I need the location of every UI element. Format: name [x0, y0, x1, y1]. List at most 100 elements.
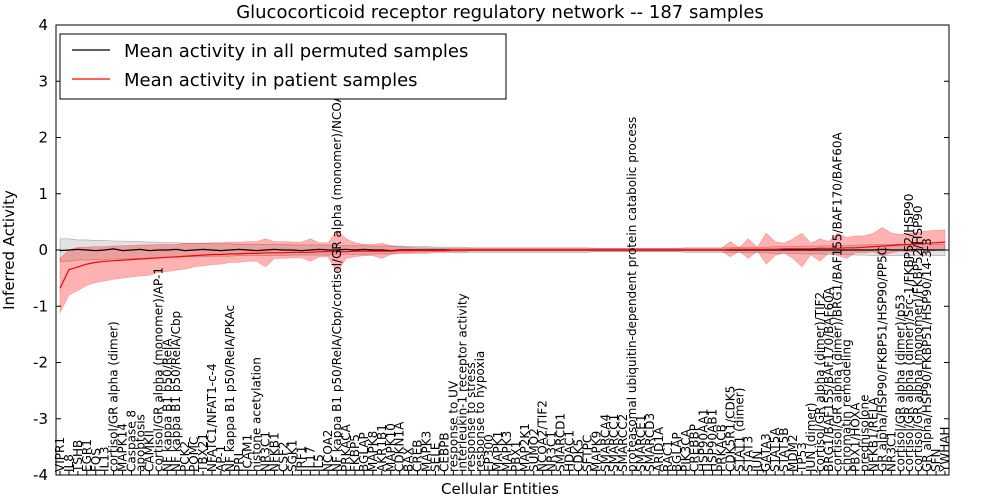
- x-tick-label: response to UV: [446, 380, 460, 472]
- x-tick-label: cortisol/GR alpha (dimer)/BRG1/BAF155/BA…: [831, 131, 845, 472]
- x-tick-label: NF kappa B1 p50/RelA/Cbp: [169, 311, 183, 472]
- series-lines: [59, 241, 946, 289]
- x-tick-label: NCOA2/TIF2: [536, 400, 550, 472]
- y-tick-label: -2: [33, 354, 48, 372]
- x-tick-label: NR3C1: [884, 431, 898, 472]
- x-tick-label: AP-1: [214, 445, 228, 472]
- x-tick-label: apoptosis: [134, 414, 148, 472]
- x-tick-label: TP53: [795, 442, 809, 473]
- x-tick-label: NFKB1/RELA: [867, 396, 881, 472]
- x-tick-label: SMARCD1: [554, 413, 568, 472]
- x-tick-label: MAPK3: [500, 431, 514, 472]
- x-tick-label: PBX1/HOXA: [849, 402, 863, 472]
- x-tick-label: NFKB1: [268, 432, 282, 472]
- x-tick-label: interleukin-1 receptor activity: [455, 293, 469, 472]
- x-tick-label: IL17: [303, 447, 317, 473]
- x-tick-label: PBX1: [509, 441, 523, 472]
- x-tick-label: prednisolone: [858, 395, 872, 472]
- x-tick-label: cortisol/GR alpha (dimer)/p53: [893, 294, 907, 472]
- x-tick-label: HSP90AA1: [697, 408, 711, 472]
- x-tick-label: TSHB: [71, 440, 85, 473]
- x-tick-label: histone acetylation: [250, 357, 264, 472]
- x-tick-label: MAPK14: [116, 423, 130, 472]
- x-tick-label: SGK1: [285, 440, 299, 472]
- x-tick-label: CREBBP: [688, 424, 702, 472]
- x-tick-label: POMC: [187, 437, 201, 472]
- x-tick-label: MAPK10: [384, 423, 398, 472]
- x-tick-label: CDKN1A: [393, 421, 407, 472]
- y-tick-label: -4: [33, 466, 48, 484]
- x-tick-label: SMARCC2: [616, 414, 630, 472]
- x-tick-label: IL13: [98, 447, 112, 473]
- x-tick-label: SMARCE1: [634, 414, 648, 472]
- x-tick-label: NCOA2: [321, 430, 335, 472]
- x-tick-label: CEBPB: [437, 432, 451, 472]
- x-tick-label: STAT3: [741, 436, 755, 472]
- x-tick-label: ICAM1: [241, 434, 255, 472]
- x-tick-label: MAP2K1: [518, 423, 532, 472]
- x-tick-label: CREB: [411, 439, 425, 472]
- x-tick-label: Caspase 8: [125, 410, 139, 472]
- x-tick-label: FOS: [89, 448, 103, 472]
- x-tick-label: SMARCA4: [598, 414, 612, 472]
- y-axis-label: Inferred Activity: [0, 190, 18, 310]
- x-tick-label: NF kappa B1 p50/RelA/PKAc: [223, 305, 237, 472]
- x-tick-label: MAPK1: [491, 431, 505, 472]
- y-tick-label: 2: [38, 129, 48, 147]
- x-tick-label: MAPK8: [366, 431, 380, 472]
- x-tick-label: JUN: [750, 451, 764, 473]
- x-tick-label: SUMO2: [527, 428, 541, 472]
- x-tick-label: response to stress: [464, 362, 478, 472]
- x-tick-label: proteasomal ubiquitin-dependent protein …: [625, 117, 639, 472]
- x-tick-label: YWHAH: [938, 427, 952, 473]
- x-tick-label: AKR1B1: [375, 424, 389, 472]
- x-tick-label: FKBP5: [348, 434, 362, 472]
- y-axis-ticks: -4 -3 -2 -1 0 1 2 3 4: [33, 16, 949, 484]
- x-tick-label: NFATC1/NFAT1-c-4: [205, 363, 219, 472]
- x-tick-label: MDM2: [786, 434, 800, 472]
- x-tick-label: CDK5: [572, 439, 586, 472]
- x-tick-label: SFN: [929, 449, 943, 473]
- x-tick-label: PRKACB: [715, 424, 729, 472]
- x-axis-label: Cellular Entities: [441, 480, 559, 498]
- x-tick-label: chromatin remodeling: [840, 339, 854, 472]
- legend-label-patient: Mean activity in patient samples: [124, 70, 418, 91]
- legend-label-permuted: Mean activity in all permuted samples: [124, 41, 468, 62]
- x-tick-label: BAX: [402, 447, 416, 472]
- x-tick-label: SELE: [429, 443, 443, 472]
- x-tick-label: GR alpha/HSP90/FKBP51/HSP90/PP5C: [875, 247, 889, 472]
- legend: Mean activity in all permuted samples Me…: [59, 33, 507, 100]
- x-tick-label: STAT1 (dimer): [732, 388, 746, 472]
- x-tick-label: cortisol/GR alpha (monomer)/FKBP52/HSP90: [911, 205, 925, 472]
- x-tick-label: PIK3CA: [679, 428, 693, 472]
- y-tick-label: 3: [38, 72, 48, 90]
- x-tick-label: BGLAP: [670, 432, 684, 472]
- x-tick-label: EP300: [482, 434, 496, 472]
- x-tick-label: NF kappa B1 p50/RelA: [160, 338, 174, 472]
- x-tick-label: HSP90AB1: [706, 409, 720, 472]
- x-tick-label: IRF1: [294, 446, 308, 472]
- x-tick-label: CSF2: [277, 441, 291, 472]
- x-tick-label: cortisol/GR alpha (dimer)/Src-1/FKBP52/H…: [902, 194, 916, 472]
- chart-title: Glucocorticoid receptor regulatory netwo…: [236, 2, 764, 23]
- x-tick-label: BRG1/BAF155/BAF170/BAF60A: [822, 286, 836, 472]
- x-tick-label: STAT5B: [777, 428, 791, 473]
- y-tick-label: -3: [33, 410, 48, 428]
- x-tick-label: MAPK3: [420, 431, 434, 472]
- x-tick-label: NR3C1: [259, 431, 273, 472]
- x-tick-label: GATA3: [759, 433, 773, 472]
- x-tick-label: PRKACA: [339, 423, 353, 472]
- x-tick-label: CDK5R1/CDK5: [724, 386, 738, 472]
- x-tick-label: cortisol/GR alpha (monomer)/AP-1: [151, 267, 165, 472]
- x-tick-label: BGLAP: [357, 432, 371, 472]
- x-tick-label: HDAC1: [563, 430, 577, 472]
- x-tick-label: RAC1: [661, 440, 675, 472]
- line-series-1: [59, 241, 946, 289]
- x-tick-label: EGR1: [80, 439, 94, 472]
- y-tick-label: 0: [38, 241, 48, 259]
- x-tick-label: NR3C1: [545, 431, 559, 472]
- x-tick-label: NF kappa B1 p50/RelA/Cbp/cortisol/GR alp…: [330, 87, 344, 472]
- x-tick-label: IL5: [312, 454, 326, 472]
